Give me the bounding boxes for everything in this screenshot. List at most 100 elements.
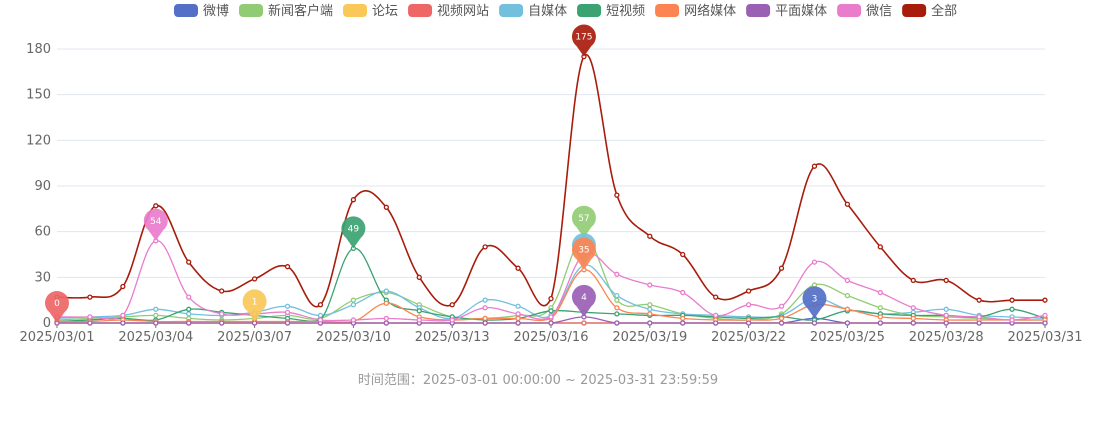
legend-item[interactable]: 微博: [174, 4, 229, 19]
data-point[interactable]: [317, 312, 324, 319]
data-point[interactable]: [943, 320, 949, 326]
data-point[interactable]: [482, 244, 488, 250]
data-point[interactable]: [745, 302, 752, 308]
data-point[interactable]: [219, 311, 225, 317]
data-point[interactable]: [713, 294, 719, 300]
data-point[interactable]: [614, 320, 620, 326]
data-point[interactable]: [910, 320, 916, 326]
data-point[interactable]: [614, 311, 620, 317]
data-point[interactable]: [284, 320, 291, 326]
data-point[interactable]: [976, 297, 982, 303]
data-point[interactable]: [548, 320, 554, 326]
data-point[interactable]: [1009, 297, 1015, 303]
data-point[interactable]: [87, 294, 93, 300]
data-point[interactable]: [87, 320, 93, 326]
data-point[interactable]: [1009, 317, 1015, 323]
legend-item[interactable]: 全部: [902, 3, 957, 19]
data-point[interactable]: [614, 271, 620, 277]
data-point[interactable]: [910, 277, 916, 284]
data-point[interactable]: [1042, 297, 1048, 303]
data-point[interactable]: [811, 163, 818, 169]
legend-item[interactable]: 论坛: [343, 4, 398, 19]
data-point[interactable]: [943, 312, 949, 319]
data-point[interactable]: [416, 308, 422, 314]
data-point[interactable]: [186, 294, 192, 300]
data-point[interactable]: [515, 265, 521, 271]
data-point[interactable]: [219, 288, 225, 294]
data-point[interactable]: [548, 308, 554, 314]
data-point[interactable]: [614, 292, 620, 299]
data-point[interactable]: [844, 292, 851, 299]
data-point[interactable]: [745, 320, 752, 326]
data-point[interactable]: [811, 259, 818, 265]
legend-item[interactable]: 新闻客户端: [239, 3, 333, 19]
legend-item[interactable]: 自媒体: [499, 4, 567, 19]
data-point[interactable]: [251, 320, 258, 326]
data-point[interactable]: [383, 315, 389, 322]
data-point[interactable]: [877, 320, 883, 326]
data-point[interactable]: [120, 283, 126, 290]
data-point[interactable]: [317, 302, 324, 308]
data-point[interactable]: [482, 305, 488, 311]
data-point[interactable]: [844, 277, 851, 284]
data-point[interactable]: [515, 311, 521, 317]
data-point[interactable]: [186, 320, 192, 326]
data-point[interactable]: [1042, 312, 1048, 319]
data-point[interactable]: [647, 320, 653, 326]
data-point[interactable]: [614, 297, 620, 303]
data-point[interactable]: [153, 312, 159, 319]
data-point[interactable]: [350, 302, 357, 308]
data-point[interactable]: [449, 317, 455, 323]
data-point[interactable]: [186, 306, 192, 312]
data-point[interactable]: [350, 317, 357, 323]
data-point[interactable]: [614, 192, 620, 198]
data-point[interactable]: [877, 289, 883, 296]
data-point[interactable]: [877, 314, 883, 320]
data-point[interactable]: [186, 311, 192, 317]
data-point[interactable]: [350, 297, 357, 303]
data-point[interactable]: [778, 265, 785, 271]
data-point[interactable]: [383, 300, 389, 306]
data-point[interactable]: [943, 277, 949, 284]
data-point[interactable]: [548, 295, 554, 302]
data-point[interactable]: [383, 288, 389, 294]
legend-item[interactable]: 视频网站: [408, 4, 489, 19]
legend-item[interactable]: 网络媒体: [655, 3, 736, 19]
data-point[interactable]: [778, 315, 785, 322]
data-point[interactable]: [581, 320, 587, 326]
data-point[interactable]: [1009, 306, 1015, 312]
data-point[interactable]: [647, 233, 653, 239]
data-point[interactable]: [284, 309, 291, 315]
data-point[interactable]: [647, 302, 653, 308]
legend-item[interactable]: 微信: [837, 4, 892, 19]
data-point[interactable]: [976, 320, 982, 326]
data-point[interactable]: [910, 305, 916, 311]
data-point[interactable]: [153, 203, 159, 209]
data-point[interactable]: [482, 320, 488, 326]
data-point[interactable]: [943, 306, 949, 312]
data-point[interactable]: [383, 320, 389, 326]
data-point[interactable]: [844, 306, 851, 312]
legend-item[interactable]: 短视频: [577, 4, 645, 19]
data-point[interactable]: [153, 306, 159, 312]
data-point[interactable]: [811, 282, 818, 288]
data-point[interactable]: [910, 315, 916, 322]
data-point[interactable]: [877, 305, 883, 311]
data-point[interactable]: [713, 320, 719, 326]
data-point[interactable]: [251, 276, 258, 282]
data-point[interactable]: [680, 315, 686, 322]
data-point[interactable]: [778, 303, 785, 309]
data-point[interactable]: [284, 264, 291, 270]
data-point[interactable]: [350, 197, 357, 203]
data-point[interactable]: [548, 314, 554, 320]
data-point[interactable]: [87, 314, 93, 320]
data-point[interactable]: [614, 305, 620, 311]
legend[interactable]: 微博 新闻客户端 论坛 视频网站 自媒体 短视频 网络媒体 平面媒体 微信 全部: [174, 3, 957, 19]
data-point[interactable]: [515, 303, 521, 309]
data-point[interactable]: [680, 251, 686, 258]
data-point[interactable]: [976, 314, 982, 320]
data-point[interactable]: [120, 312, 126, 319]
data-point[interactable]: [186, 259, 192, 265]
data-point[interactable]: [482, 315, 488, 322]
data-point[interactable]: [317, 317, 324, 323]
